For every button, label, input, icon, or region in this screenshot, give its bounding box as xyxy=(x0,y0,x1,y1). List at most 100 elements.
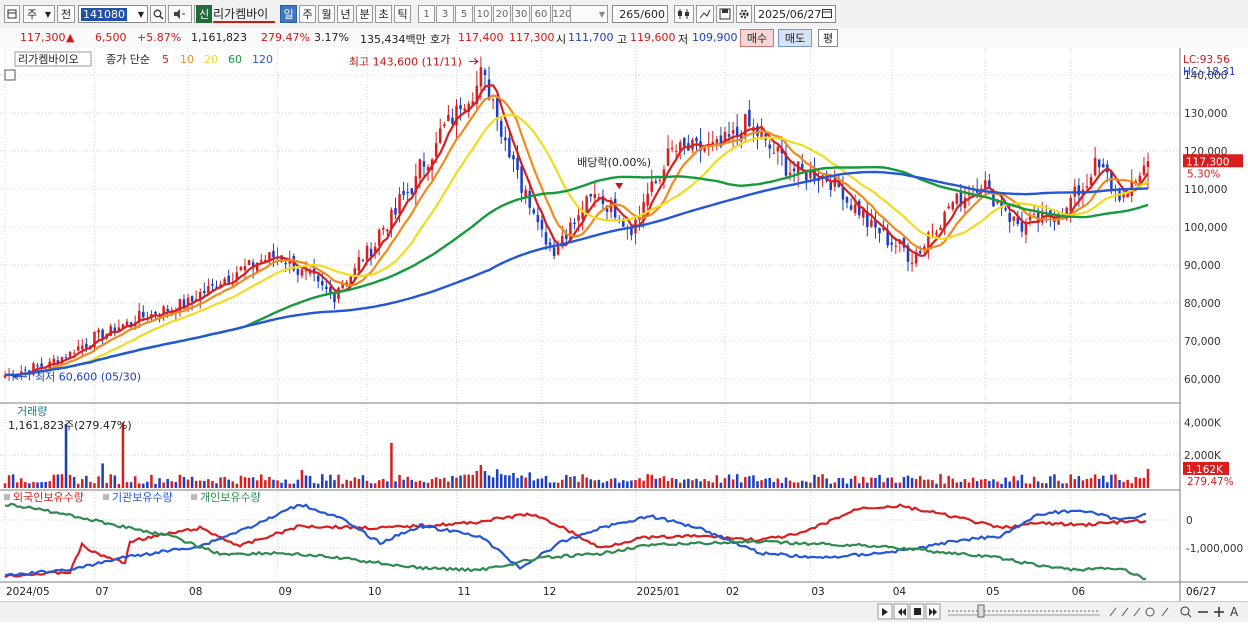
candle-body xyxy=(605,205,609,212)
volume-bar xyxy=(829,483,832,488)
rewind-icon[interactable] xyxy=(893,603,909,620)
scroll-right-icon[interactable] xyxy=(877,603,893,620)
line-tool-icon[interactable] xyxy=(696,5,714,23)
candle-body xyxy=(756,125,759,136)
volume-bar xyxy=(862,476,865,488)
interval-button[interactable]: 5 xyxy=(455,5,473,23)
volume-bar xyxy=(634,480,637,488)
volume-bar xyxy=(7,475,11,488)
calendar-icon xyxy=(822,8,832,21)
interval-button[interactable]: 1 xyxy=(418,5,435,23)
volume-bar xyxy=(967,482,971,488)
drawing-tools-icon[interactable] xyxy=(1109,607,1169,617)
candle-body xyxy=(577,215,580,221)
candle-body xyxy=(866,211,869,228)
interval-button[interactable]: 30 xyxy=(512,5,530,23)
gear-icon[interactable] xyxy=(736,5,752,23)
search-icon[interactable] xyxy=(150,5,166,23)
volume-bar xyxy=(1130,483,1133,488)
holder-legend-label: 외국인보유수량 xyxy=(13,491,84,504)
current-price: 117,300 xyxy=(20,31,66,44)
scope-button[interactable]: 전 xyxy=(57,5,75,23)
price-panel-name: 리가켐바이오 xyxy=(18,53,79,66)
volume-bar xyxy=(1101,475,1105,488)
candle-body xyxy=(923,246,926,251)
period-button[interactable]: 분 xyxy=(356,5,373,23)
volume-bar xyxy=(451,475,454,488)
interval-button[interactable]: 20 xyxy=(493,5,511,23)
interval-button[interactable]: 120 xyxy=(552,5,572,23)
stock-chart[interactable]: 140,000130,000120,000110,000100,00090,00… xyxy=(0,48,1248,601)
volume-bar xyxy=(1049,476,1052,488)
speaker-icon[interactable] xyxy=(168,5,192,23)
interval-button[interactable]: 60 xyxy=(531,5,551,23)
candle-body xyxy=(1085,186,1089,188)
volume-bar xyxy=(52,474,56,488)
volume-bar xyxy=(727,474,731,488)
scroll-bar: A xyxy=(0,601,1248,622)
candle-body xyxy=(593,194,597,199)
volume-bar xyxy=(825,478,828,488)
turnover-percent: 3.17% xyxy=(314,31,349,44)
evaluate-button[interactable]: 평 xyxy=(818,29,838,47)
volume-bar xyxy=(1142,477,1146,488)
period-button[interactable]: 월 xyxy=(318,5,335,23)
save-icon[interactable] xyxy=(716,5,734,23)
volume-bar xyxy=(447,481,450,488)
date-input[interactable]: 2025/06/27 xyxy=(754,5,836,23)
sell-button[interactable]: 매도 xyxy=(778,29,812,47)
volume-bar xyxy=(979,479,983,488)
expand-icon[interactable] xyxy=(4,69,16,81)
volume-bar xyxy=(642,480,645,488)
candle-body xyxy=(963,197,967,208)
interval-button[interactable]: 3 xyxy=(436,5,454,23)
candle-body xyxy=(1093,157,1097,176)
market-select[interactable]: 주 ▼ xyxy=(23,5,55,23)
code-input[interactable]: 141080 ▼ xyxy=(78,5,148,23)
period-button[interactable]: 주 xyxy=(299,5,316,23)
candle-body xyxy=(402,190,405,195)
fast-forward-icon[interactable] xyxy=(925,603,941,620)
candle-body xyxy=(524,189,527,197)
candle-body xyxy=(207,286,210,294)
candle-body xyxy=(1016,217,1020,224)
buy-button[interactable]: 매수 xyxy=(740,29,774,47)
volume-bar xyxy=(491,477,495,488)
auto-scale-icon[interactable]: A xyxy=(1230,605,1239,619)
open-price: 111,700 xyxy=(568,31,614,44)
period-button[interactable]: 틱 xyxy=(394,5,411,23)
candle-body xyxy=(935,232,938,235)
interval-button[interactable]: 10 xyxy=(474,5,492,23)
volume-bar xyxy=(992,479,995,488)
period-button[interactable]: 년 xyxy=(337,5,354,23)
candle-body xyxy=(398,194,401,214)
candle-body xyxy=(532,209,536,214)
period-button[interactable]: 초 xyxy=(375,5,392,23)
candle-body xyxy=(910,262,914,264)
zoom-in-icon[interactable] xyxy=(1214,607,1224,617)
count-input[interactable]: 265 /600 xyxy=(612,5,668,23)
candle-body xyxy=(1101,163,1105,168)
candle-body xyxy=(548,242,552,246)
volume-bar xyxy=(300,469,304,488)
zoom-slider[interactable] xyxy=(948,604,1100,618)
count-total: /600 xyxy=(640,7,665,21)
window-menu-icon[interactable] xyxy=(4,5,20,23)
volume-bar xyxy=(243,477,247,488)
volume-bar xyxy=(548,482,552,488)
volume-bar xyxy=(499,474,503,488)
candle-body xyxy=(211,284,214,286)
chart-type-icon[interactable] xyxy=(674,5,694,23)
volume-bar xyxy=(410,479,414,488)
period-button[interactable]: 일 xyxy=(280,5,297,23)
volume-bar xyxy=(1061,483,1064,488)
candle-body xyxy=(304,270,308,272)
volume-bar xyxy=(902,477,906,488)
stop-icon[interactable] xyxy=(909,603,925,620)
x-tick-label: 06 xyxy=(1072,586,1086,598)
candle-body xyxy=(382,228,385,230)
interval-dropdown[interactable]: ▼ xyxy=(570,5,608,23)
zoom-search-icon[interactable] xyxy=(1180,606,1192,618)
volume-bar xyxy=(369,483,373,488)
